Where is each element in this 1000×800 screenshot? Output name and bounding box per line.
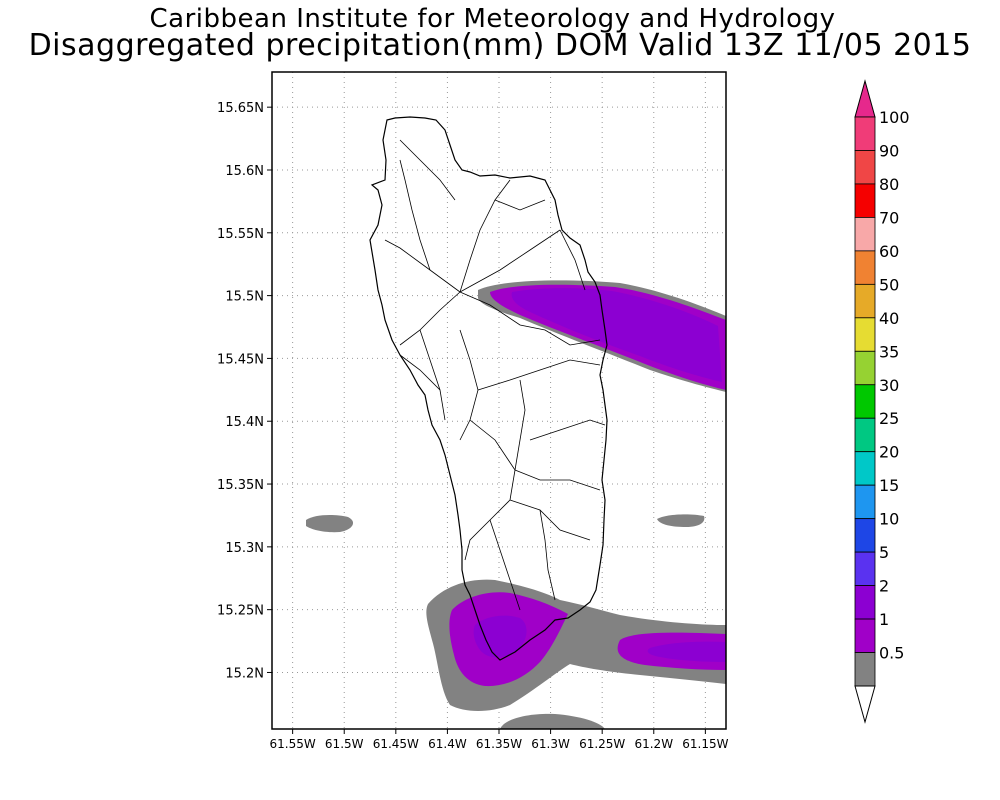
colorbar-legend: 100 90 80 70 60 50 40 35 30 25 20 15 10 5 2 1 0.5 <box>854 79 910 724</box>
colorbar-swatch <box>854 551 876 586</box>
colorbar-swatch <box>854 484 876 520</box>
coastline <box>369 116 608 661</box>
colorbar-label: 20 <box>879 443 899 462</box>
colorbar-swatch <box>854 250 876 285</box>
lon-tick-label: 61.4W <box>428 737 467 751</box>
colorbar-swatch <box>854 417 876 453</box>
colorbar-label: 25 <box>879 409 899 428</box>
lat-tick-label: 15.3N <box>225 541 264 556</box>
colorbar-label: 35 <box>879 342 899 361</box>
colorbar-swatch <box>854 518 876 553</box>
precip-area-ne-2 <box>511 288 722 382</box>
colorbar-swatch <box>854 350 876 386</box>
lat-tick-label: 15.55N <box>217 227 264 242</box>
lat-tick-label: 15.4N <box>225 415 264 430</box>
colorbar-label: 15 <box>879 476 899 495</box>
lat-tick-label: 15.6N <box>225 164 264 179</box>
precip-area-bottom-0.5 <box>500 713 605 729</box>
colorbar-swatch <box>854 652 876 687</box>
colorbar-label: 2 <box>879 577 889 596</box>
lat-tick-label: 15.45N <box>217 352 264 367</box>
colorbar-swatch <box>854 618 876 653</box>
colorbar-label: 100 <box>879 108 910 127</box>
lon-tick-label: 61.2W <box>634 737 673 751</box>
colorbar-swatch <box>854 317 876 352</box>
colorbar-label: 0.5 <box>879 644 904 663</box>
watershed-lines <box>384 139 606 611</box>
colorbar-label: 1 <box>879 610 889 629</box>
lat-tick-label: 15.65N <box>217 101 264 116</box>
colorbar-label: 60 <box>879 242 899 261</box>
colorbar-swatch <box>854 217 876 252</box>
colorbar-label: 90 <box>879 141 899 160</box>
lat-tick-label: 15.35N <box>217 478 264 493</box>
precip-area-ee-0.5 <box>657 514 705 527</box>
lon-tick-label: 61.25W <box>579 737 625 751</box>
precip-area-s-2 <box>473 615 527 658</box>
colorbar-bottom-arrow <box>854 685 876 724</box>
latitude-labels: 15.65N 15.6N 15.55N 15.5N 15.45N 15.4N 15.35N 1… <box>217 101 272 681</box>
colorbar-label: 30 <box>879 376 899 395</box>
colorbar-swatch <box>854 150 876 185</box>
island-dominica <box>369 116 608 661</box>
lon-tick-label: 61.55W <box>270 737 316 751</box>
colorbar-label: 40 <box>879 309 899 328</box>
lon-tick-label: 61.35W <box>476 737 522 751</box>
lat-tick-label: 15.2N <box>225 666 264 681</box>
colorbar-swatch <box>854 451 876 486</box>
colorbar-swatch <box>854 384 876 419</box>
colorbar-label: 50 <box>879 275 899 294</box>
colorbar-swatch <box>854 183 876 218</box>
lat-tick-label: 15.25N <box>217 604 264 619</box>
colorbar-label: 5 <box>879 543 889 562</box>
precip-area-w-0.5 <box>306 515 354 533</box>
lon-tick-label: 61.45W <box>373 737 419 751</box>
colorbar-label: 80 <box>879 175 899 194</box>
lon-tick-label: 61.5W <box>325 737 364 751</box>
lon-tick-label: 61.3W <box>531 737 570 751</box>
precip-areas <box>306 280 726 729</box>
precip-area-e-2 <box>647 641 726 662</box>
colorbar-swatch <box>854 585 876 620</box>
colorbar-swatch <box>854 283 876 319</box>
chart-title: Caribbean Institute for Meteorology and … <box>149 4 836 34</box>
colorbar-label: 10 <box>879 510 899 529</box>
colorbar-swatch <box>854 116 876 151</box>
colorbar-label: 70 <box>879 208 899 227</box>
lat-tick-label: 15.5N <box>225 290 264 305</box>
map-grid <box>272 72 726 729</box>
chart-subtitle: Disaggregated precipitation(mm) DOM Vali… <box>28 28 972 63</box>
colorbar-top-arrow <box>854 79 876 118</box>
longitude-labels: 61.55W 61.5W 61.45W 61.4W 61.35W 61.3W 61.25W 6… <box>270 729 729 751</box>
lon-tick-label: 61.15W <box>682 737 728 751</box>
